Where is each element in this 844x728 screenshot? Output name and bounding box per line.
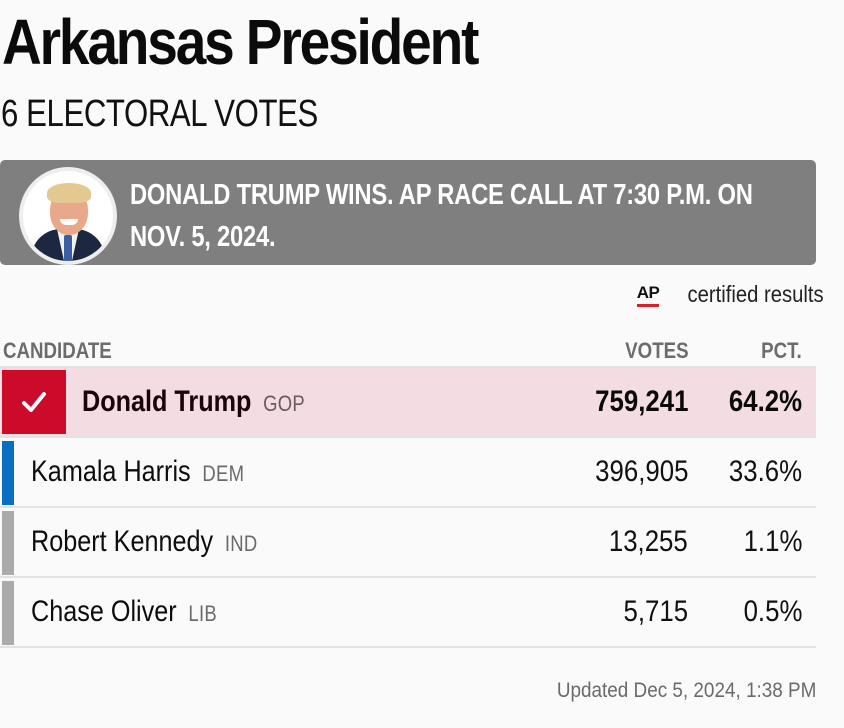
candidate-pct: 64.2% [728, 385, 802, 418]
column-header-votes: VOTES [625, 338, 689, 363]
table-row: Donald Trump GOP 759,241 64.2% [0, 368, 816, 438]
table-row: Kamala Harris DEM 396,905 33.6% [0, 438, 816, 508]
candidate-votes: 759,241 [594, 385, 688, 418]
candidate-pct: 0.5% [743, 595, 802, 628]
electoral-votes-subtitle: 6 ELECTORAL VOTES [1, 93, 318, 135]
party-color-bar [2, 511, 14, 575]
candidate-votes: 13,255 [609, 525, 688, 558]
candidate-name: Chase Oliver LIB [31, 594, 217, 632]
table-header: CANDIDATE VOTES PCT. [0, 334, 816, 368]
candidate-avatar [19, 167, 117, 265]
table-row: Chase Oliver LIB 5,715 0.5% [0, 578, 816, 648]
party-label: IND [224, 531, 258, 556]
party-label: LIB [188, 601, 217, 626]
page-title: Arkansas President [2, 6, 479, 78]
candidate-name: Kamala Harris DEM [31, 454, 244, 492]
race-call-text: DONALD TRUMP WINS. AP RACE CALL AT 7:30 … [130, 179, 753, 253]
table-row: Robert Kennedy IND 13,255 1.1% [0, 508, 816, 578]
party-color-bar [2, 581, 14, 645]
column-header-pct: PCT. [761, 338, 802, 363]
candidate-pct: 1.1% [743, 525, 802, 558]
column-header-candidate: CANDIDATE [3, 338, 112, 363]
candidate-name: Robert Kennedy IND [31, 524, 257, 562]
party-label: DEM [202, 461, 245, 486]
certified-results-label: certified results [687, 280, 824, 307]
race-call-banner: DONALD TRUMP WINS. AP RACE CALL AT 7:30 … [0, 160, 816, 265]
updated-timestamp: Updated Dec 5, 2024, 1:38 PM [556, 679, 816, 702]
party-label: GOP [263, 391, 306, 416]
candidate-votes: 5,715 [623, 595, 688, 628]
results-table: CANDIDATE VOTES PCT. Donald Trump GOP 759… [0, 334, 816, 648]
results-source: AP certified results [636, 280, 824, 308]
winner-check-icon [2, 370, 66, 434]
candidate-pct: 33.6% [728, 455, 802, 488]
party-color-bar [2, 441, 14, 505]
ap-logo-icon: AP [636, 283, 660, 307]
candidate-votes: 396,905 [594, 455, 688, 488]
candidate-name: Donald Trump GOP [82, 384, 305, 422]
